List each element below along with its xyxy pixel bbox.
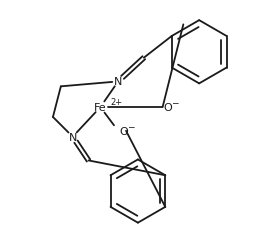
Text: −: − [171, 98, 179, 107]
Text: O: O [119, 126, 128, 136]
Text: N: N [114, 77, 122, 87]
Text: 2+: 2+ [110, 97, 122, 106]
Text: −: − [127, 122, 134, 131]
Text: O: O [164, 103, 172, 113]
Text: N: N [69, 132, 77, 142]
Text: Fe: Fe [94, 103, 107, 113]
